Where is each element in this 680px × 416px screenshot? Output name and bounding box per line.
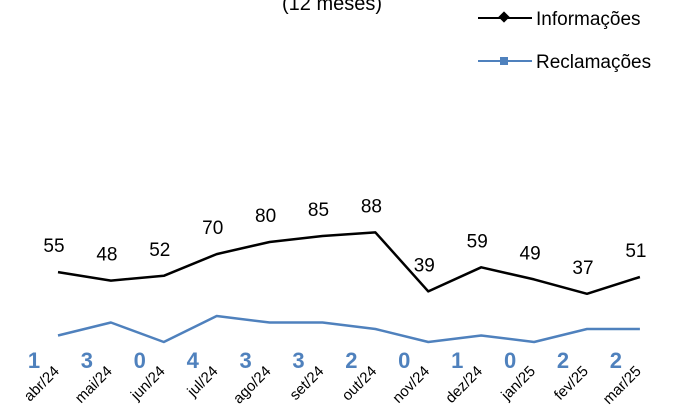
data-label-informacoes-jul-24: 70 bbox=[202, 218, 223, 239]
series-line-informacoes bbox=[57, 231, 641, 296]
data-label-informacoes-dez-24: 59 bbox=[467, 231, 488, 252]
data-label-informacoes-mai-24: 48 bbox=[96, 245, 117, 266]
data-label-reclamacoes-jun-24: 0 bbox=[134, 348, 146, 373]
legend-label-reclamacoes: Reclamações bbox=[536, 52, 651, 73]
chart-subtitle: (12 meses) bbox=[282, 0, 382, 15]
data-label-reclamacoes-mai-24: 3 bbox=[81, 348, 93, 373]
data-label-informacoes-mar-25: 51 bbox=[625, 241, 646, 262]
data-label-reclamacoes-ago-24: 3 bbox=[239, 348, 251, 373]
data-label-reclamacoes-fev-25: 2 bbox=[557, 348, 569, 373]
data-label-reclamacoes-jul-24: 4 bbox=[187, 348, 200, 373]
legend-label-informacoes: Informações bbox=[536, 9, 641, 30]
data-label-reclamacoes-nov-24: 0 bbox=[398, 348, 410, 373]
x-tick-label-dez-24: dez/24 bbox=[442, 363, 486, 407]
data-label-informacoes-fev-25: 37 bbox=[572, 258, 593, 279]
data-label-reclamacoes-mar-25: 2 bbox=[610, 348, 622, 373]
data-label-informacoes-jan-25: 49 bbox=[520, 243, 541, 264]
data-label-informacoes-jun-24: 52 bbox=[149, 240, 170, 261]
data-label-informacoes-set-24: 85 bbox=[308, 200, 329, 221]
data-label-reclamacoes-jan-25: 0 bbox=[504, 348, 516, 373]
data-label-reclamacoes-dez-24: 1 bbox=[451, 348, 463, 373]
legend-marker-reclamacoes bbox=[500, 57, 508, 65]
x-tick-label-nov-24: nov/24 bbox=[389, 363, 433, 407]
data-label-informacoes-nov-24: 39 bbox=[414, 255, 435, 276]
x-tick-label-mar-25: mar/25 bbox=[600, 363, 645, 408]
data-label-informacoes-out-24: 88 bbox=[361, 196, 382, 217]
legend-item-informacoes: Informações bbox=[478, 9, 641, 30]
legend-marker-informacoes bbox=[498, 11, 510, 23]
data-label-reclamacoes-set-24: 3 bbox=[292, 348, 304, 373]
data-label-informacoes-abr-24: 55 bbox=[43, 236, 64, 257]
series-line-reclamacoes bbox=[57, 314, 640, 344]
legend: Informações Reclamações bbox=[478, 9, 651, 73]
data-label-reclamacoes-abr-24: 1 bbox=[28, 348, 40, 373]
x-tick-label-mai-24: mai/24 bbox=[72, 363, 116, 407]
data-label-informacoes-ago-24: 80 bbox=[255, 206, 276, 227]
legend-item-reclamacoes: Reclamações bbox=[478, 52, 651, 73]
data-label-reclamacoes-out-24: 2 bbox=[345, 348, 357, 373]
x-tick-label-ago-24: ago/24 bbox=[230, 363, 274, 407]
